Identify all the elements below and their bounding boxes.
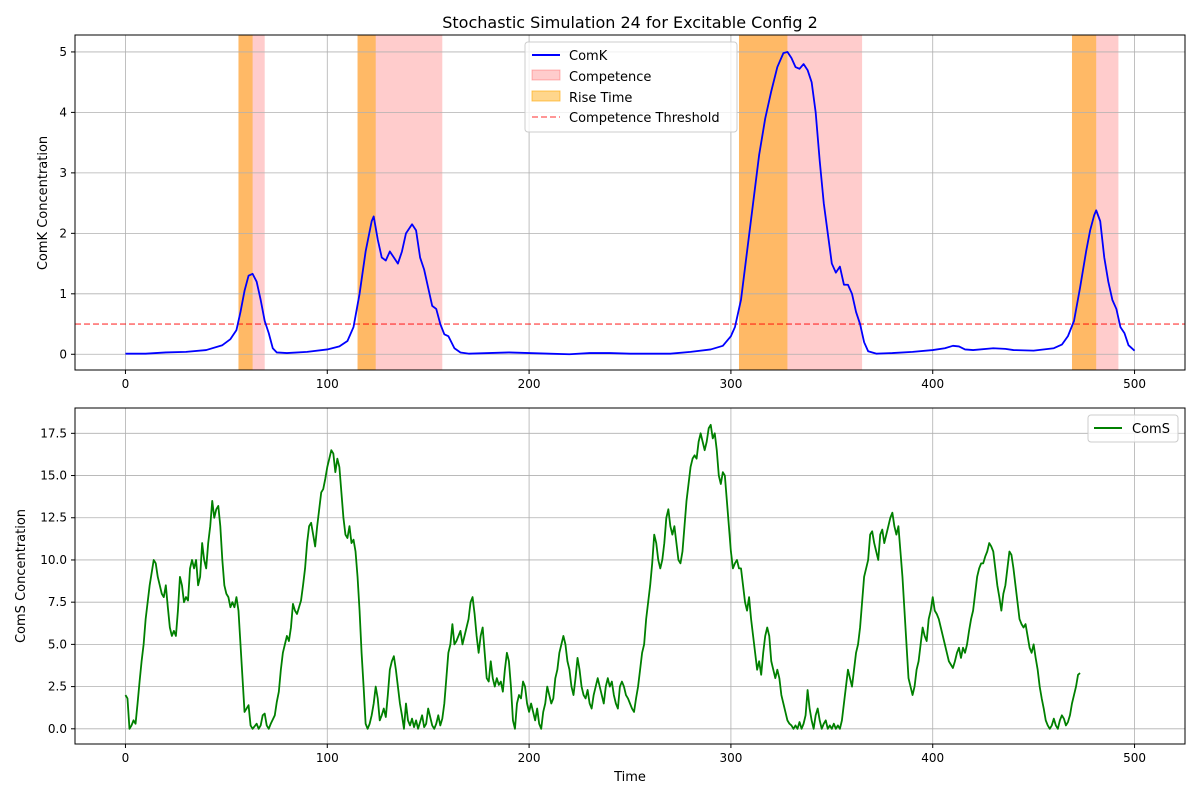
series: [124, 423, 1081, 730]
y-tick-label: 1: [59, 287, 67, 301]
x-axis-label: Time: [613, 770, 646, 785]
x-tick-label: 200: [518, 751, 541, 765]
x-tick-label: 0: [122, 377, 130, 391]
legend-swatch-competence: [531, 69, 561, 81]
series: [125, 51, 1136, 356]
legend-label-rise-time: Rise Time: [569, 91, 632, 106]
series-line-comk: [125, 51, 1136, 356]
x-tick-label: 200: [518, 377, 541, 391]
y-tick-label: 3: [59, 166, 67, 180]
rise-time-span: [1071, 35, 1097, 370]
legend: ComK Competence Rise Time Competence Thr…: [524, 41, 738, 133]
coms-panel: 0 100 200 300 400 500 0.0 2.5 5.0 7.5 10.0 12.5 15.0…: [14, 407, 1186, 785]
legend-swatch-rise-time: [531, 90, 561, 102]
y-tick-label: 7.5: [48, 595, 67, 609]
legend-label-comk: ComK: [569, 49, 608, 64]
y-tick-label: 15.0: [40, 469, 67, 483]
chart-title: Stochastic Simulation 24 for Excitable C…: [442, 13, 818, 32]
plot-frame: [74, 407, 1186, 745]
rise-time-span: [738, 35, 788, 370]
y-tick-label: 5: [59, 45, 67, 59]
y-axis-label: ComS Concentration: [14, 509, 29, 643]
legend-label-competence: Competence: [569, 70, 651, 85]
plot-frame: [74, 34, 1186, 371]
x-tick-label: 0: [122, 751, 130, 765]
ticks: 0 100 200 300 400 500 0 1 2 3 4 5: [59, 45, 1146, 391]
y-tick-label: 12.5: [40, 511, 67, 525]
x-tick-label: 100: [316, 751, 339, 765]
y-tick-label: 17.5: [40, 426, 67, 440]
rise-time-span: [357, 35, 376, 370]
x-tick-label: 500: [1123, 751, 1146, 765]
y-tick-label: 4: [59, 105, 67, 119]
y-axis-label: ComK Concentration: [36, 136, 51, 270]
ticks: 0 100 200 300 400 500 0.0 2.5 5.0 7.5 10.0 12.5 15.0…: [40, 426, 1146, 765]
legend-box: [1087, 414, 1179, 443]
y-tick-label: 2: [59, 226, 67, 240]
x-tick-label: 300: [719, 751, 742, 765]
x-tick-label: 500: [1123, 377, 1146, 391]
legend-label-coms: ComS: [1132, 422, 1170, 437]
x-tick-label: 100: [316, 377, 339, 391]
rise-time-span: [238, 35, 253, 370]
grid: [75, 408, 1185, 744]
x-tick-label: 400: [921, 751, 944, 765]
legend-box: [524, 41, 738, 133]
y-tick-label: 5.0: [48, 637, 67, 651]
y-tick-label: 0: [59, 347, 67, 361]
legend: ComS: [1087, 414, 1179, 443]
x-tick-label: 400: [921, 377, 944, 391]
legend-label-threshold: Competence Threshold: [569, 111, 720, 126]
series-line-coms: [124, 423, 1081, 730]
y-tick-label: 0.0: [48, 722, 67, 736]
interval-spans: [238, 35, 1119, 370]
x-tick-label: 300: [719, 377, 742, 391]
y-tick-label: 10.0: [40, 553, 67, 567]
y-tick-label: 2.5: [48, 680, 67, 694]
comk-panel: Stochastic Simulation 24 for Excitable C…: [36, 13, 1186, 391]
